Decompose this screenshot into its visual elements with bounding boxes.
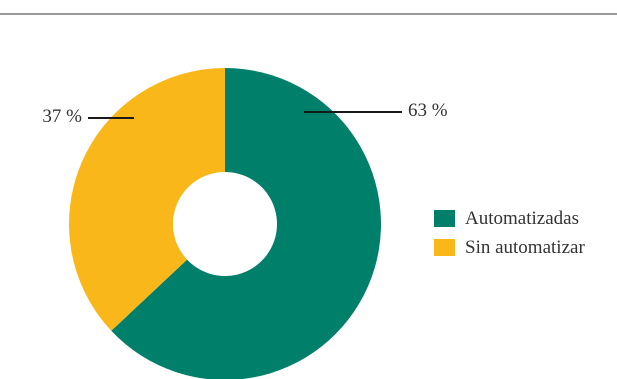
slice-sin-automatizar [68,67,225,331]
legend-label-sin-automatizar: Sin automatizar [465,236,585,258]
data-label-sin-automatizar: 37 % [42,106,82,127]
legend: Automatizadas Sin automatizar [434,204,585,262]
legend-item-sin-automatizar: Sin automatizar [434,233,585,262]
donut-slices [68,67,381,379]
slice-automatizadas [111,68,381,379]
data-label-automatizadas: 63 % [408,100,448,121]
legend-item-automatizadas: Automatizadas [434,204,585,233]
data-labels: 63 % 37 % [42,100,447,127]
legend-swatch-sin-automatizar [434,239,455,256]
legend-label-automatizadas: Automatizadas [465,207,579,229]
label-leaders [88,111,402,119]
legend-swatch-automatizadas [434,210,455,227]
